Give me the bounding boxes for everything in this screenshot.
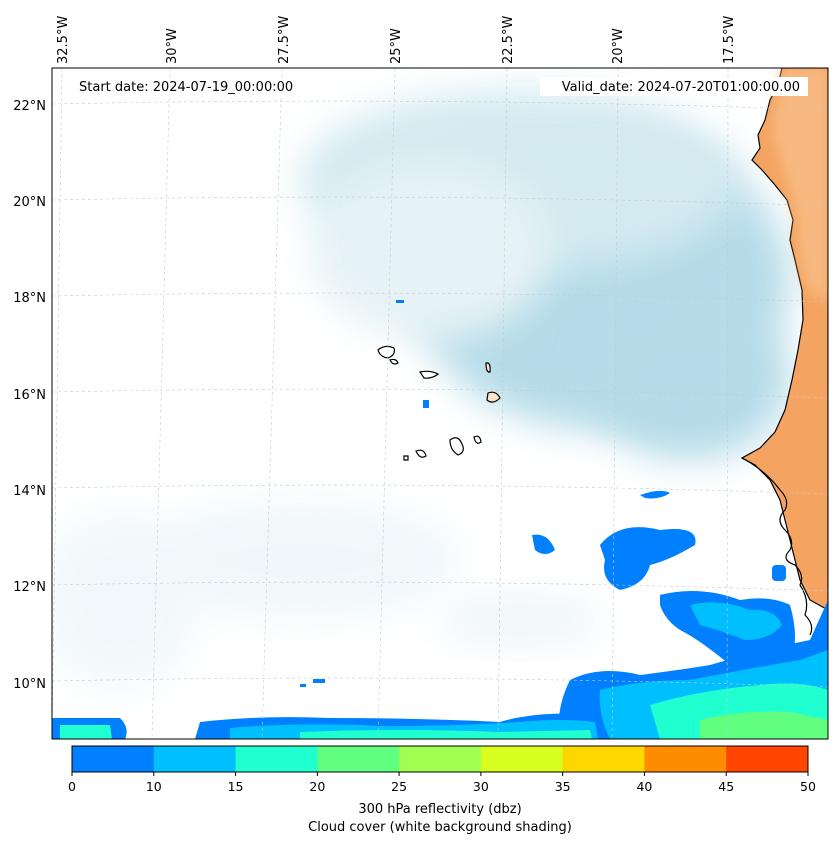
colorbar-tick-label: 25: [391, 779, 407, 794]
colorbar-swatch: [562, 746, 645, 772]
lat-label: 16°N: [13, 388, 46, 403]
colorbar-tick-label: 45: [718, 779, 734, 794]
coastline-south: [741, 457, 813, 636]
colorbar-tick-label: 20: [309, 779, 325, 794]
map-panel: Start date: 2024-07-19_00:00:00 Valid_da…: [52, 68, 828, 739]
colorbar-tick-label: 10: [146, 779, 162, 794]
land-shading: [772, 68, 828, 300]
colorbar-border: [71, 745, 809, 773]
map-border: [51, 67, 829, 740]
graticule: [52, 68, 828, 739]
lon-label: 20°W: [611, 28, 626, 64]
lat-label: 14°N: [13, 484, 46, 499]
cape-verde-islands: [377, 345, 501, 461]
colorbar-swatch: [317, 746, 400, 772]
lon-label: 22.5°W: [501, 16, 516, 64]
colorbar-swatch: [480, 746, 564, 772]
valid-date-box: [540, 77, 808, 96]
colorbar-label: 300 hPa reflectivity (dbz): [358, 802, 521, 817]
start-date-label: Start date: 2024-07-19_00:00:00: [79, 80, 293, 95]
colorbar-tick-label: 30: [473, 779, 489, 794]
longitude-labels: 32.5°W 30°W 27.5°W 25°W 22.5°W 20°W 17.5…: [56, 16, 737, 64]
cloud-cover-shading: [52, 90, 790, 690]
colorbar-tick-label: 35: [555, 779, 571, 794]
colorbar-swatch: [726, 746, 809, 772]
lon-label: 27.5°W: [277, 16, 292, 64]
lat-label: 20°N: [13, 195, 46, 210]
colorbar-tick-label: 15: [228, 779, 244, 794]
start-date-box: [72, 77, 312, 96]
colorbar-sublabel: Cloud cover (white background shading): [308, 820, 572, 835]
lat-label: 12°N: [13, 580, 46, 595]
lat-label: 22°N: [13, 99, 46, 114]
colorbar-ticks: 0 10 15 20 25 30 35 40 45 50: [68, 772, 816, 794]
colorbar-swatches: [72, 746, 809, 772]
lat-label: 18°N: [13, 291, 46, 306]
lon-label: 30°W: [165, 28, 180, 64]
valid-date-label: Valid_date: 2024-07-20T01:00:00.00: [562, 80, 800, 95]
colorbar-swatch: [644, 746, 727, 772]
lat-label: 10°N: [13, 677, 46, 692]
colorbar-swatch: [72, 746, 155, 772]
colorbar-tick-label: 50: [800, 779, 816, 794]
colorbar-swatch: [235, 746, 318, 772]
colorbar-tick-label: 0: [68, 779, 76, 794]
colorbar-swatch: [399, 746, 482, 772]
lon-label: 25°W: [389, 28, 404, 64]
latitude-labels: 22°N 20°N 18°N 16°N 14°N 12°N 10°N: [13, 99, 46, 692]
lon-label: 32.5°W: [56, 16, 71, 64]
colorbar-swatch: [153, 746, 237, 772]
colorbar-tick-label: 40: [636, 779, 652, 794]
lon-label: 17.5°W: [722, 16, 737, 64]
reflectivity-field: [52, 300, 828, 739]
colorbar: 0 10 15 20 25 30 35 40 45 50 300 hPa reflectivity…: [68, 745, 816, 835]
